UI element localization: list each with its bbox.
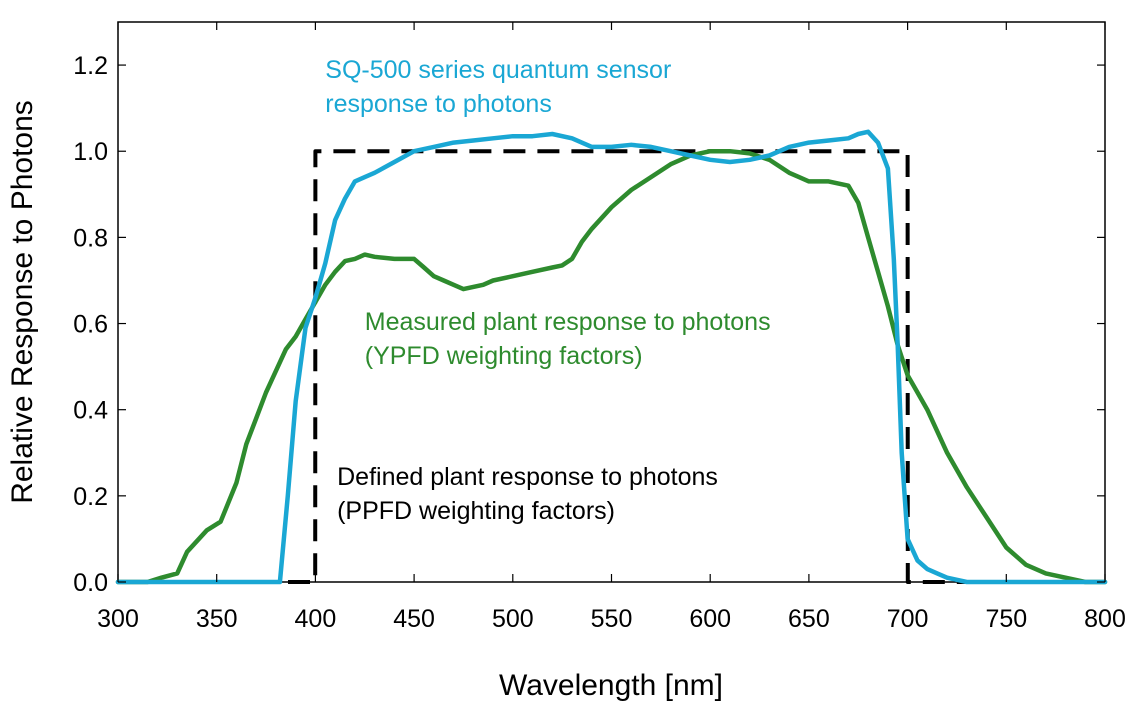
ppfd-annotation-line: (PPFD weighting factors) xyxy=(337,497,615,525)
sq500-annotation-line: SQ-500 series quantum sensor xyxy=(325,56,671,84)
x-axis-title: Wavelength [nm] xyxy=(499,669,723,702)
y-tick-label: 1.0 xyxy=(73,138,108,166)
x-tick-label: 300 xyxy=(97,605,139,633)
ppfd-annotation-line: Defined plant response to photons xyxy=(337,463,718,491)
sq500-annotation-line: response to photons xyxy=(325,90,552,118)
y-tick-label: 0.6 xyxy=(73,311,108,339)
x-tick-label: 450 xyxy=(393,605,435,633)
y-axis: 0.0 0.2 0.4 0.6 0.8 1.0 1.2 xyxy=(73,52,1105,597)
y-tick-label: 0.4 xyxy=(73,397,108,425)
x-tick-label: 350 xyxy=(196,605,238,633)
x-axis: 300 350 400 450 500 550 600 650 700 750 800 xyxy=(97,22,1126,633)
ypfd-series-line xyxy=(115,148,1108,585)
data-layer xyxy=(115,129,1108,585)
y-tick-label: 1.2 xyxy=(73,52,108,80)
y-tick-label: 0.0 xyxy=(73,569,108,597)
x-tick-label: 400 xyxy=(295,605,337,633)
x-tick-label: 500 xyxy=(492,605,534,633)
x-tick-label: 600 xyxy=(689,605,731,633)
y-tick-label: 0.8 xyxy=(73,224,108,252)
x-tick-label: 700 xyxy=(887,605,929,633)
x-tick-label: 550 xyxy=(591,605,633,633)
annotations: SQ-500 series quantum sensor response to … xyxy=(325,56,770,525)
x-tick-label: 750 xyxy=(985,605,1027,633)
ypfd-annotation-line: (YPFD weighting factors) xyxy=(365,342,643,370)
sq500-series-line xyxy=(115,129,1108,585)
y-tick-label: 0.2 xyxy=(73,483,108,511)
ypfd-annotation-line: Measured plant response to photons xyxy=(365,308,771,336)
ppfd-series-line xyxy=(118,149,1105,584)
y-axis-title: Relative Response to Photons xyxy=(6,100,39,504)
x-tick-label: 800 xyxy=(1084,605,1126,633)
x-tick-label: 650 xyxy=(788,605,830,633)
